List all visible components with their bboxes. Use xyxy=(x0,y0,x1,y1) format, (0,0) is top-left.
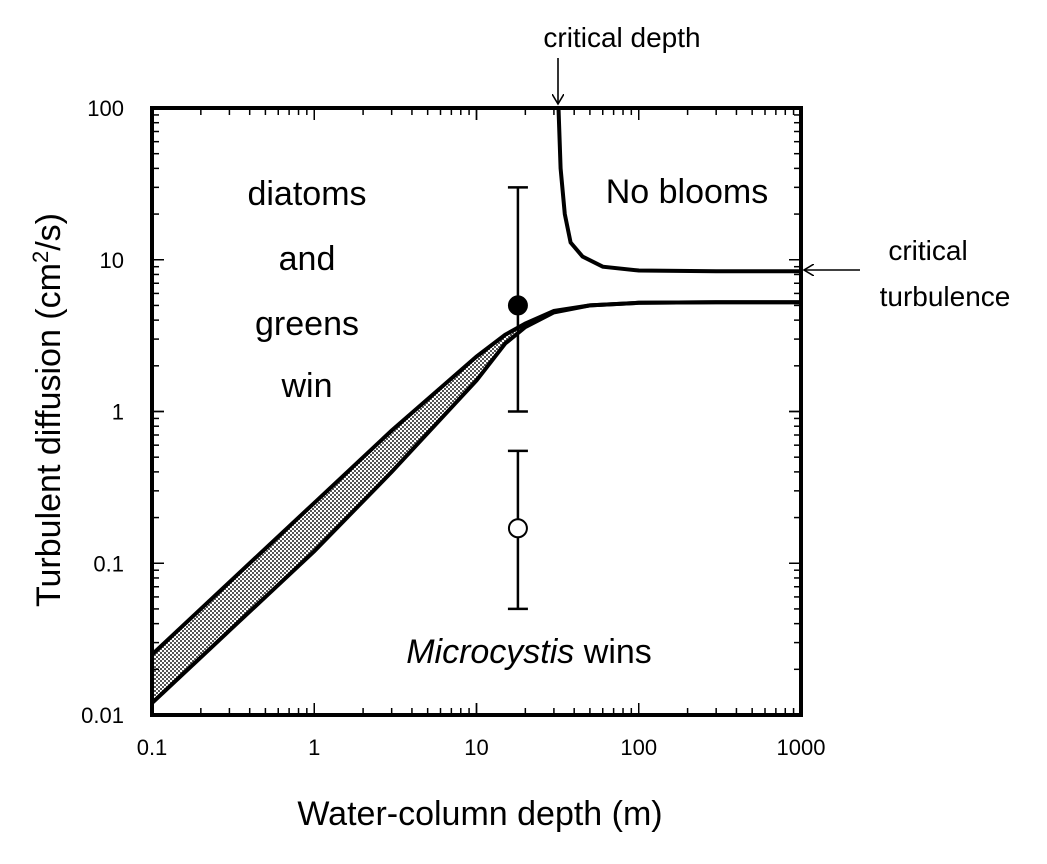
y-tick-label: 0.01 xyxy=(81,703,124,728)
critical-depth-label: critical depth xyxy=(543,22,700,53)
y-axis-title-end: /s) xyxy=(30,213,68,251)
region-no-blooms: No blooms xyxy=(606,173,769,211)
x-tick-label: 0.1 xyxy=(137,735,168,760)
y-axis-title-main: Turbulent diffusion (cm xyxy=(30,263,68,607)
error-bars xyxy=(507,186,528,611)
x-tick-label: 1 xyxy=(308,735,320,760)
no-bloom-boundary-line xyxy=(556,107,801,274)
y-tick-label: 1 xyxy=(112,400,124,425)
region-microcystis: Microcystis wins xyxy=(406,633,652,671)
region-microcystis-italic: Microcystis xyxy=(406,633,574,671)
y-axis-title-sup: 2 xyxy=(28,251,53,263)
x-tick-label: 100 xyxy=(620,735,657,760)
region-line-3: greens xyxy=(255,305,359,343)
region-diatoms-greens: diatoms and greens win xyxy=(247,175,366,405)
data-points xyxy=(507,295,528,539)
critical-turbulence-label-2: turbulence xyxy=(880,281,1011,312)
open-point xyxy=(507,518,528,539)
x-tick-label: 10 xyxy=(464,735,488,760)
region-line-4: win xyxy=(280,367,332,405)
critical-turbulence-label-1: critical xyxy=(888,235,967,266)
y-tick-labels: 0.01 0.1 1 10 100 xyxy=(81,96,124,728)
y-tick-label: 10 xyxy=(100,248,124,273)
x-axis-title: Water-column depth (m) xyxy=(297,795,662,833)
filled-point xyxy=(507,295,528,316)
region-line-2: and xyxy=(279,240,336,278)
y-tick-label: 100 xyxy=(87,96,124,121)
boundary-lower-line xyxy=(150,300,801,705)
x-tick-labels: 0.1 1 10 100 1000 xyxy=(137,735,826,760)
x-tick-label: 1000 xyxy=(777,735,826,760)
region-line-1: diatoms xyxy=(247,175,366,213)
minor-ticks xyxy=(151,107,802,716)
y-tick-label: 0.1 xyxy=(93,551,124,576)
region-microcystis-rest: wins xyxy=(574,633,651,671)
y-axis-title: Turbulent diffusion (cm2/s) xyxy=(28,213,68,607)
